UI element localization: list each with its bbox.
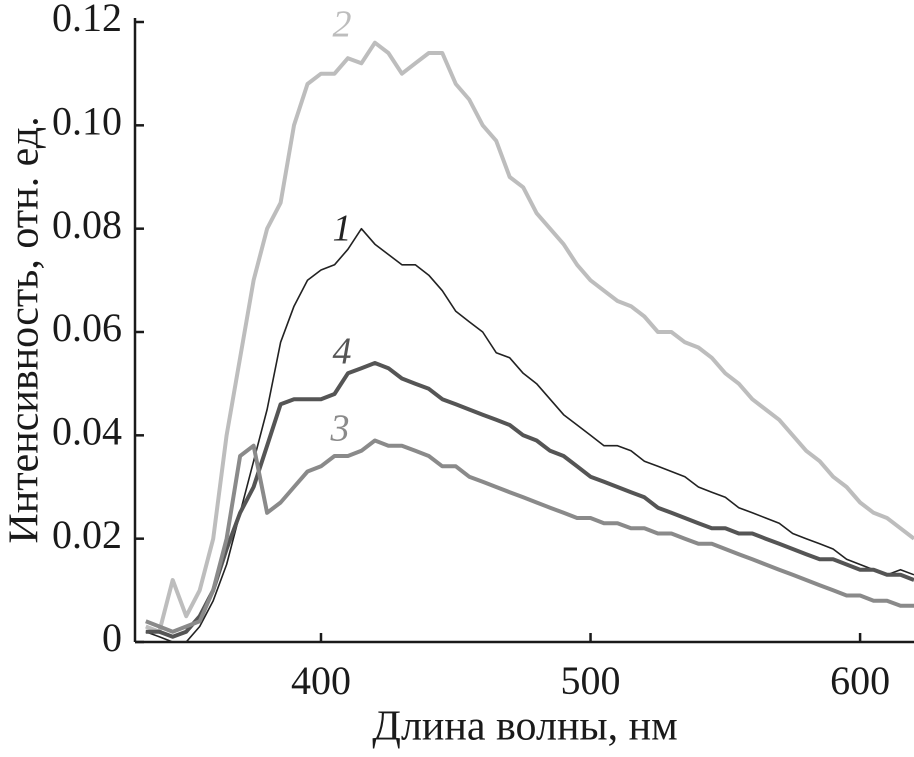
x-tick-label: 400 [291, 658, 351, 703]
y-tick-label: 0 [102, 615, 122, 660]
series-line [145, 227, 914, 642]
series-line [145, 40, 914, 634]
series-label: 3 [330, 408, 350, 450]
y-tick-label: 0.10 [52, 99, 122, 144]
series-label: 2 [333, 4, 352, 46]
y-tick-label: 0.04 [52, 409, 122, 454]
y-axis-title: Интенсивность, отн. ед. [2, 116, 48, 543]
series-label: 4 [333, 331, 352, 373]
plot-area [145, 40, 914, 642]
x-axis-title: Длина волны, нм [372, 704, 677, 750]
series-line [145, 361, 914, 639]
series-line [145, 438, 914, 634]
y-tick-label: 0.06 [52, 305, 122, 350]
y-tick-label: 0.02 [52, 512, 122, 557]
x-tick-label: 500 [561, 658, 621, 703]
x-tick-label: 600 [830, 658, 890, 703]
series-label: 1 [333, 208, 352, 250]
y-tick-label: 0.08 [52, 202, 122, 247]
y-tick-label: 0.12 [52, 0, 122, 40]
